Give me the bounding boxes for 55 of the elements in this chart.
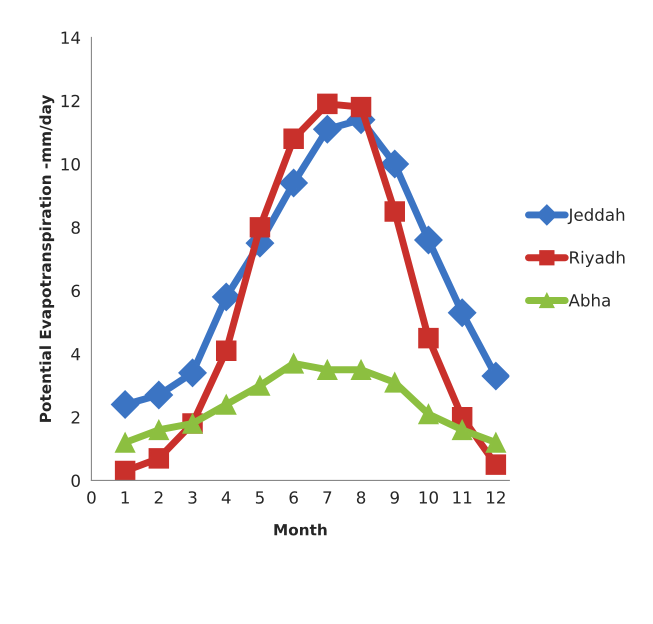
point	[482, 362, 510, 390]
y-tick-label: 6	[72, 284, 80, 298]
legend-label: Abha	[568, 294, 610, 307]
legend-label: Riyadh	[570, 250, 625, 268]
point	[486, 454, 506, 475]
point	[380, 150, 410, 178]
x-tick-label: 5	[256, 491, 264, 504]
x-tick-label: 9	[390, 491, 399, 504]
point	[283, 353, 304, 374]
point	[317, 94, 338, 114]
point	[216, 394, 236, 415]
x-tick-label: 8	[356, 491, 366, 504]
x-tick-label: 4	[222, 491, 231, 504]
x-tick-label: 0	[87, 491, 96, 504]
point	[418, 404, 439, 424]
point	[250, 375, 270, 396]
x-axis-title: Month	[274, 524, 327, 536]
point	[114, 460, 136, 480]
x-tick-label: 3	[188, 491, 196, 504]
x-tick-label: 10	[420, 491, 438, 504]
x-tick-label: 7	[323, 491, 332, 504]
legend-label: Jeddah	[568, 208, 624, 224]
point	[317, 359, 338, 380]
point	[350, 359, 372, 380]
point	[114, 432, 136, 453]
x-tick-label: 12	[487, 491, 505, 504]
point	[148, 420, 170, 440]
point	[418, 328, 439, 348]
point	[486, 432, 506, 453]
y-axis-title: Potential Evapotranspiration -mm/day	[39, 94, 54, 422]
point	[283, 128, 304, 149]
point	[148, 448, 170, 469]
x-tick-label: 11	[453, 491, 472, 504]
point	[144, 380, 174, 410]
point	[452, 420, 472, 440]
y-tick-label: 12	[62, 94, 80, 108]
y-tick-label: 10	[62, 158, 80, 171]
x-tick-label: 2	[154, 491, 162, 504]
point	[178, 358, 207, 388]
point	[279, 168, 308, 198]
point	[313, 114, 342, 144]
y-tick-label: 14	[62, 32, 80, 44]
y-tick-label: 2	[72, 411, 80, 424]
x-tick-label: 1	[122, 491, 129, 504]
point	[216, 340, 236, 361]
y-tick-label: 4	[71, 348, 80, 360]
x-tick-label: 6	[290, 491, 298, 504]
point	[384, 201, 405, 222]
y-tick-label: 8	[72, 221, 80, 234]
point	[110, 390, 140, 419]
point	[350, 96, 372, 118]
y-tick-label: 0	[72, 474, 80, 488]
point	[250, 217, 270, 238]
point	[448, 298, 476, 328]
point	[414, 226, 443, 254]
